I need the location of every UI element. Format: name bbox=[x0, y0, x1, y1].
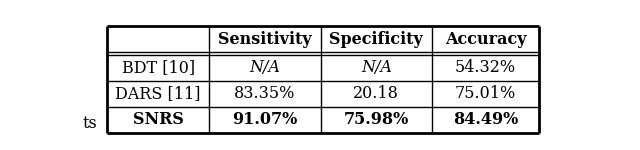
Text: 75.01%: 75.01% bbox=[455, 85, 516, 102]
Text: 54.32%: 54.32% bbox=[455, 59, 516, 76]
Text: N/A: N/A bbox=[250, 59, 280, 76]
Text: Sensitivity: Sensitivity bbox=[218, 31, 312, 48]
Text: 91.07%: 91.07% bbox=[232, 111, 298, 128]
Text: BDT [10]: BDT [10] bbox=[122, 59, 195, 76]
Text: ts: ts bbox=[83, 115, 97, 132]
Text: 20.18: 20.18 bbox=[353, 85, 399, 102]
Text: DARS [11]: DARS [11] bbox=[115, 85, 201, 102]
Text: Specificity: Specificity bbox=[330, 31, 423, 48]
Text: 83.35%: 83.35% bbox=[234, 85, 296, 102]
Text: N/A: N/A bbox=[361, 59, 392, 76]
Text: Accuracy: Accuracy bbox=[445, 31, 526, 48]
Text: 75.98%: 75.98% bbox=[344, 111, 409, 128]
Text: SNRS: SNRS bbox=[132, 111, 184, 128]
Text: 84.49%: 84.49% bbox=[453, 111, 518, 128]
